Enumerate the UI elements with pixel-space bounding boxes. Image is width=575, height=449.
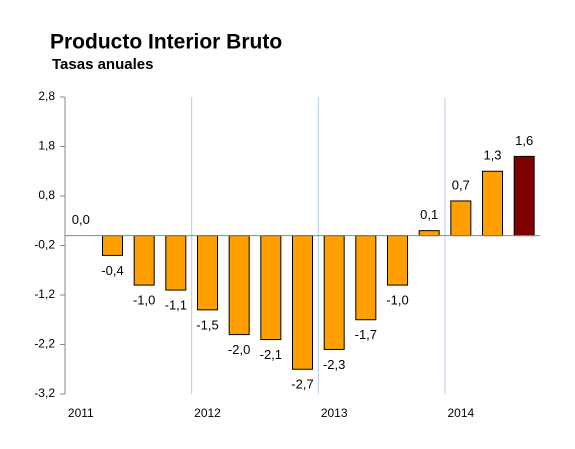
value-label: -2,0	[228, 342, 250, 357]
bar	[197, 235, 218, 311]
x-tick-label: 2011	[68, 406, 94, 420]
value-label: -1,0	[386, 293, 408, 308]
y-tick-label: 1,8	[38, 139, 55, 153]
bar	[133, 235, 155, 286]
value-label: -2,3	[323, 357, 345, 372]
bar	[513, 155, 535, 237]
x-tick-label: 2012	[194, 406, 221, 420]
value-label: 1,6	[515, 133, 533, 148]
bar	[387, 235, 408, 286]
value-label: 0,1	[420, 207, 438, 222]
x-tick-label: 2013	[321, 406, 348, 420]
bar	[418, 230, 440, 237]
bar	[355, 235, 377, 321]
y-tick-label: 0,8	[38, 188, 55, 202]
chart-title: Producto Interior Bruto	[50, 31, 282, 54]
value-label: 0,7	[452, 177, 470, 192]
bar	[165, 235, 187, 291]
value-label: -2,1	[260, 347, 282, 362]
bar	[292, 235, 313, 370]
value-label: -1,1	[165, 297, 187, 312]
bar	[323, 235, 345, 350]
value-label: -1,7	[355, 327, 377, 342]
y-tick-label: -0,2	[34, 238, 55, 252]
bar	[482, 170, 503, 237]
chart-subtitle: Tasas anuales	[52, 56, 153, 73]
y-tick-label: 2,8	[38, 89, 55, 103]
x-tick-label: 2014	[447, 406, 474, 420]
y-tick-label: -1,2	[34, 287, 55, 301]
value-label: 1,3	[483, 148, 501, 163]
bar	[260, 235, 282, 341]
value-label: -2,7	[291, 377, 313, 392]
value-label: -0,4	[101, 263, 123, 278]
value-label: -1,0	[133, 293, 155, 308]
bar	[450, 200, 472, 237]
value-label: 0,0	[72, 212, 90, 227]
bar	[228, 235, 250, 336]
value-label: -1,5	[196, 317, 218, 332]
bar	[102, 235, 123, 256]
y-tick-label: -3,2	[34, 386, 55, 400]
y-tick-label: -2,2	[34, 337, 55, 351]
